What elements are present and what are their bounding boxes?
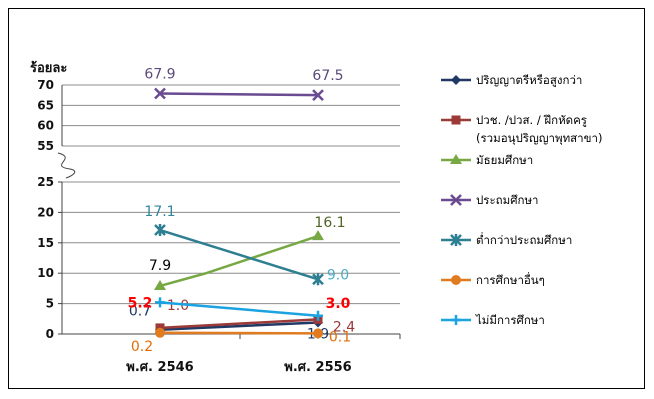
data-label: 1.0 <box>167 298 189 314</box>
y-tick-label: 65 <box>37 98 54 112</box>
legend-marker <box>450 234 462 246</box>
legend-marker <box>451 115 461 125</box>
data-label: 2.4 <box>333 319 355 335</box>
data-point <box>313 310 323 321</box>
data-point <box>313 328 323 339</box>
data-point <box>154 87 166 100</box>
legend-label: ปริญญาตรีหรือสูงกว่า <box>476 73 582 87</box>
legend-label: ไม่มีการศึกษา <box>475 313 545 327</box>
data-label: 67.9 <box>144 67 175 83</box>
series-line <box>159 321 319 331</box>
series-line <box>159 301 319 318</box>
data-label: 5.2 <box>128 295 153 311</box>
legend-marker <box>451 315 461 325</box>
y-tick-label: 5 <box>46 297 54 311</box>
legend-marker <box>450 154 462 164</box>
data-label: 9.0 <box>327 267 349 283</box>
y-tick-label: 70 <box>37 78 54 92</box>
data-label: 7.9 <box>149 258 171 274</box>
y-tick-label: 15 <box>37 236 54 250</box>
legend-label: การศึกษาอื่นๆ <box>476 272 545 287</box>
data-point <box>312 273 324 286</box>
data-label: 0.7 <box>129 304 151 320</box>
series-line <box>159 234 319 288</box>
data-label: 16.1 <box>314 215 345 231</box>
y-tick-label: 0 <box>46 327 54 341</box>
data-point <box>312 89 324 102</box>
series-line <box>159 92 319 97</box>
legend-label: ประถมศึกษา <box>476 193 539 207</box>
data-point <box>312 230 324 241</box>
data-label: 17.1 <box>144 204 175 220</box>
y-tick-label: 60 <box>37 119 54 133</box>
y-tick-label: 20 <box>37 205 54 219</box>
data-label: 3.0 <box>326 296 351 312</box>
y-tick-label: 55 <box>37 139 54 153</box>
legend-label: ปวช. /ปวส. / ฝึกหัดครู <box>476 113 587 127</box>
data-label: 0.2 <box>131 339 153 355</box>
data-point <box>155 327 165 338</box>
y-tick-label: 10 <box>37 266 54 280</box>
data-label: 0.1 <box>329 329 351 345</box>
chart-frame <box>8 8 645 389</box>
legend-label: มัธยมศึกษา <box>476 153 533 167</box>
series-line <box>159 331 319 335</box>
x-category-label: พ.ศ. 2556 <box>284 360 351 375</box>
y-axis-title: ร้อยละ <box>30 60 67 76</box>
legend-marker <box>450 194 462 206</box>
data-label: 67.5 <box>312 68 343 84</box>
series-line <box>159 228 319 281</box>
legend-label-line2: (รวมอนุปริญญาพุทสาขา) <box>476 131 602 145</box>
data-point <box>154 224 166 237</box>
legend-marker <box>451 75 461 85</box>
axis-break-icon <box>57 152 76 179</box>
data-point <box>155 297 165 308</box>
legend-marker <box>451 275 461 285</box>
x-category-label: พ.ศ. 2546 <box>126 360 193 375</box>
y-tick-label: 25 <box>37 175 54 189</box>
data-point <box>154 279 166 290</box>
legend-label: ต่ำกว่าประถมศึกษา <box>476 232 572 247</box>
series-line <box>159 318 319 330</box>
